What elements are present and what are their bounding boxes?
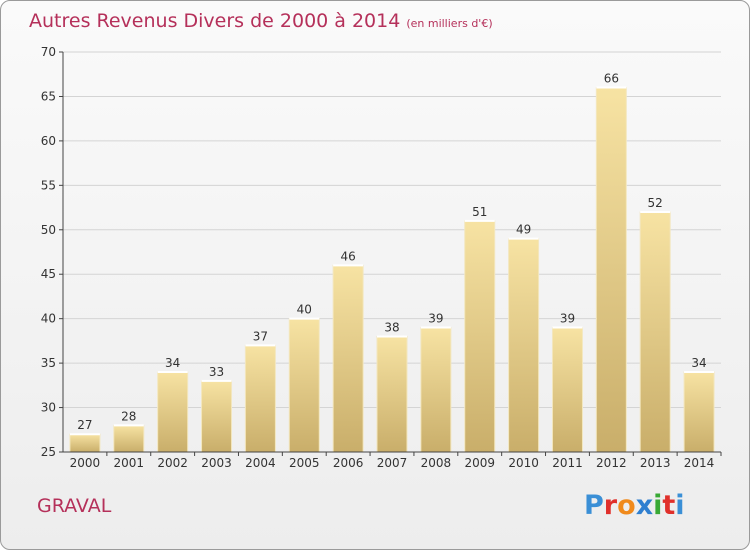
data-label: 34 [691,356,706,370]
bar [551,327,583,453]
x-tick-label: 2002 [157,456,188,470]
logo-letter: i [675,490,685,521]
x-tick-label: 2012 [596,456,627,470]
x-tick-label: 2009 [464,456,495,470]
bar [113,424,145,453]
x-tick-label: 2001 [114,456,145,470]
bar [288,318,320,453]
bar [595,87,627,453]
data-label: 27 [77,418,92,432]
labels: 25 30 35 40 45 50 55 60 65 70 27 2000 28 2001 34 2002 33… [41,45,715,470]
bar [201,380,233,453]
bar [464,220,496,453]
data-label: 66 [604,72,619,86]
x-tick-label: 2004 [245,456,276,470]
data-label: 46 [340,249,355,263]
data-label: 38 [384,320,399,334]
logo-letter: i [653,490,663,521]
y-tick-label: 45 [41,267,56,281]
axes [59,51,722,456]
data-label: 33 [209,365,224,379]
y-tick-label: 25 [41,445,56,459]
x-tick-label: 2000 [70,456,101,470]
logo-letter: r [603,490,618,521]
chart-title: Autres Revenus Divers de 2000 à 2014 (en … [29,10,493,32]
x-tick-label: 2011 [552,456,583,470]
x-tick-label: 2010 [508,456,539,470]
x-tick-label: 2008 [421,456,452,470]
y-tick-label: 50 [41,223,56,237]
y-tick-label: 40 [41,312,56,326]
proxiti-logo: Proxiti [584,490,685,521]
data-label: 28 [121,409,136,423]
data-label: 37 [253,329,268,343]
bar [244,344,276,453]
x-tick-label: 2006 [333,456,364,470]
logo-letter: x [635,490,654,521]
y-tick-label: 55 [41,178,56,192]
commune-name: GRAVAL [37,495,112,517]
bars [69,86,715,453]
y-tick-label: 30 [41,401,56,415]
data-label: 51 [472,205,487,219]
x-tick-label: 2007 [377,456,408,470]
bar [508,238,540,453]
bar [376,335,408,453]
x-tick-label: 2013 [640,456,671,470]
y-tick-label: 65 [41,89,56,103]
data-label: 39 [560,312,575,326]
y-tick-label: 70 [41,45,56,59]
bar [420,327,452,453]
y-tick-label: 60 [41,134,56,148]
data-label: 39 [428,312,443,326]
logo-letter: o [617,490,636,521]
logo-letter: t [662,490,676,521]
x-tick-label: 2014 [684,456,715,470]
chart-title-main: Autres Revenus Divers de 2000 à 2014 [29,10,401,32]
data-label: 49 [516,223,531,237]
bar [639,211,671,453]
bar [157,371,189,453]
x-tick-label: 2005 [289,456,320,470]
y-tick-label: 35 [41,356,56,370]
bar [69,433,101,453]
bar [332,264,364,453]
x-tick-label: 2003 [201,456,232,470]
data-label: 34 [165,356,180,370]
data-label: 40 [297,303,312,317]
chart-title-unit: (en milliers d'€) [406,17,493,30]
bar [683,371,715,453]
logo-letter: P [584,490,604,521]
data-label: 52 [648,196,663,210]
